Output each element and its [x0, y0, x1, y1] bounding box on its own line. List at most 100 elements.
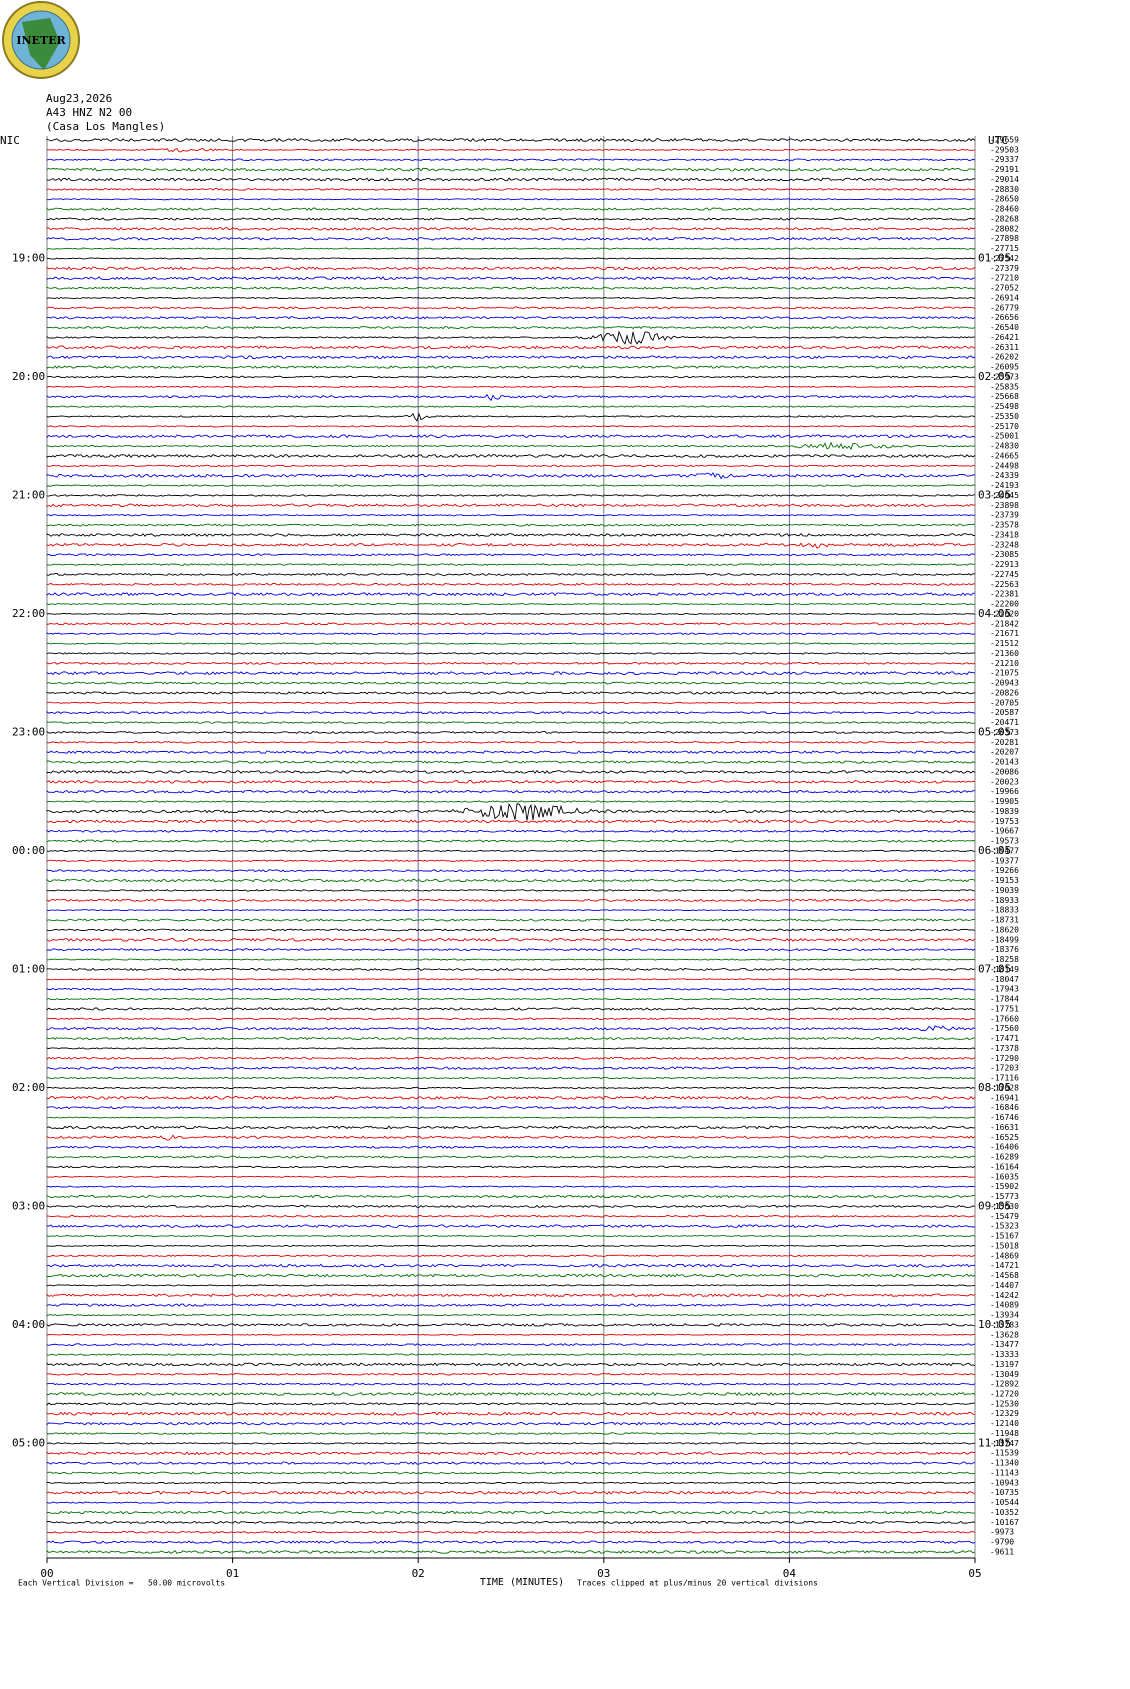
x-tick-label: 02 [412, 1567, 425, 1580]
trace [46, 1510, 976, 1515]
trace [46, 257, 976, 260]
trace [46, 1076, 976, 1080]
trace-offset-label: -26656 [990, 313, 1019, 322]
trace [46, 819, 976, 824]
right-hour-label: 06:05 [978, 844, 1011, 857]
trace-offset-label: -17290 [990, 1054, 1019, 1063]
trace [46, 859, 976, 863]
left-hour-label: 03:00 [12, 1199, 45, 1212]
trace-offset-label: -23898 [990, 501, 1019, 510]
trace [46, 1125, 976, 1130]
trace [46, 1323, 976, 1327]
trace-offset-label: -16631 [990, 1123, 1019, 1132]
trace-offset-label: -14089 [990, 1301, 1019, 1310]
trace-offset-label: -15630 [990, 1202, 1019, 1211]
trace [46, 198, 976, 201]
trace-offset-label: -15323 [990, 1222, 1019, 1231]
trace [46, 1391, 976, 1397]
trace-offset-label: -18833 [990, 906, 1019, 915]
trace-offset-label: -26095 [990, 363, 1019, 372]
trace-offset-label: -19377 [990, 856, 1019, 865]
trace-offset-label: -19753 [990, 817, 1019, 826]
right-hour-label: 01:05 [978, 251, 1011, 264]
trace [46, 1303, 976, 1307]
trace-offset-label: -24498 [990, 461, 1019, 470]
trace-offset-label: -28082 [990, 224, 1019, 233]
trace [46, 909, 976, 912]
trace [46, 1273, 976, 1278]
trace-offset-label: -22381 [990, 590, 1019, 599]
trace [46, 1530, 976, 1534]
trace-offset-label: -16846 [990, 1103, 1019, 1112]
trace [46, 316, 976, 320]
trace-offset-label: -14568 [990, 1271, 1019, 1280]
trace [46, 1313, 976, 1317]
trace [46, 1481, 976, 1485]
trace [46, 217, 976, 221]
trace [46, 227, 976, 231]
trace-offset-label: -25001 [990, 432, 1019, 441]
trace-offset-label: -24665 [990, 451, 1019, 460]
trace [46, 1116, 976, 1119]
trace-offset-label: -16035 [990, 1172, 1019, 1181]
logo: INETER [2, 1, 80, 79]
trace-offset-label: -20587 [990, 708, 1019, 717]
trace-offset-label: -27379 [990, 264, 1019, 273]
trace [46, 286, 976, 290]
trace-offset-label: -25170 [990, 422, 1019, 431]
trace-offset-label: -27210 [990, 274, 1019, 283]
trace-offset-label: -21842 [990, 619, 1019, 628]
left-hour-label: 21:00 [12, 488, 45, 501]
trace [46, 1333, 975, 1336]
clip-note: Traces clipped at plus/minus 20 vertical… [577, 1579, 818, 1588]
trace-offset-label: -20143 [990, 758, 1019, 767]
trace-offset-label: -13628 [990, 1330, 1019, 1339]
trace [46, 1095, 976, 1100]
trace [46, 572, 976, 576]
trace [46, 326, 976, 330]
left-zone: NIC [0, 134, 20, 147]
logo-land [22, 18, 60, 70]
trace-offset-label: -11143 [990, 1468, 1019, 1477]
trace [46, 177, 976, 182]
trace-offset-label: -24339 [990, 471, 1019, 480]
trace [46, 1017, 976, 1021]
left-hour-label: 05:00 [12, 1436, 45, 1449]
trace [46, 1036, 976, 1041]
trace [46, 652, 976, 655]
trace [46, 1402, 976, 1406]
trace [46, 405, 976, 408]
trace [46, 1134, 976, 1141]
trace-offset-label: -29659 [990, 136, 1019, 145]
trace-offset-label: -20826 [990, 688, 1019, 697]
trace-offset-label: -16941 [990, 1093, 1019, 1102]
trace [46, 412, 976, 422]
trace [46, 701, 976, 704]
trace-offset-label: -9790 [990, 1538, 1014, 1547]
trace-offset-label: -17028 [990, 1083, 1019, 1092]
trace-offset-label: -10943 [990, 1478, 1019, 1487]
trace [46, 1461, 976, 1465]
trace [46, 167, 976, 172]
trace-offset-label: -26914 [990, 293, 1019, 302]
trace [46, 393, 976, 402]
trace [46, 484, 976, 487]
trace-offset-label: -26540 [990, 323, 1019, 332]
trace [46, 330, 975, 345]
trace-offset-label: -16746 [990, 1113, 1019, 1122]
trace [46, 503, 976, 508]
trace [46, 441, 976, 451]
trace-offset-label: -18149 [990, 965, 1019, 974]
trace-offset-label: -22913 [990, 560, 1019, 569]
trace [46, 1056, 976, 1061]
trace-offset-label: -18258 [990, 955, 1019, 964]
trace [46, 1244, 976, 1247]
trace-offset-label: -18499 [990, 935, 1019, 944]
trace [46, 1353, 976, 1356]
trace-offset-label: -23418 [990, 530, 1019, 539]
trace [46, 453, 976, 458]
trace-offset-label: -16406 [990, 1143, 1019, 1152]
trace [46, 691, 976, 695]
trace-offset-label: -20705 [990, 698, 1019, 707]
trace [46, 948, 976, 952]
